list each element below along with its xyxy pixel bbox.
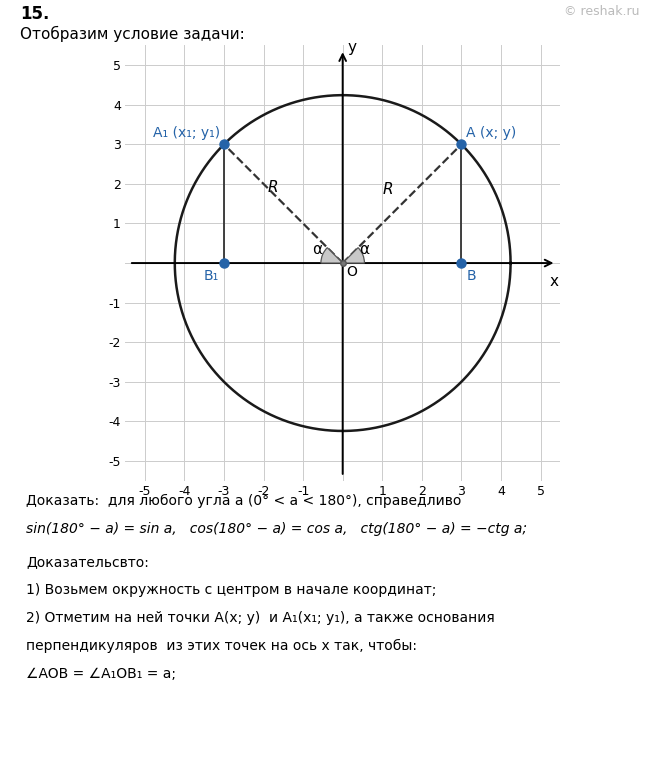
- Text: Доказать:  для любого угла a (0° < a < 180°), справедливо: Доказать: для любого угла a (0° < a < 18…: [26, 494, 462, 508]
- Text: R: R: [268, 180, 278, 195]
- Wedge shape: [321, 248, 343, 263]
- Text: Доказательсвто:: Доказательсвто:: [26, 555, 149, 569]
- Text: Отобразим условие задачи:: Отобразим условие задачи:: [20, 26, 244, 42]
- Text: α: α: [312, 242, 322, 257]
- Text: R: R: [382, 182, 393, 197]
- Text: sin(180° − a) = sin a,   cos(180° − a) = cos a,   ctg(180° − a) = −ctg a;: sin(180° − a) = sin a, cos(180° − a) = c…: [26, 522, 527, 535]
- Text: x: x: [550, 274, 559, 289]
- Text: B: B: [466, 269, 476, 283]
- Wedge shape: [343, 248, 364, 263]
- Text: O: O: [347, 265, 358, 279]
- Text: 15.: 15.: [20, 5, 49, 23]
- Text: 1) Возьмем окружность с центром в начале координат;: 1) Возьмем окружность с центром в начале…: [26, 583, 437, 597]
- Text: α: α: [359, 242, 370, 257]
- Text: A (x; y): A (x; y): [466, 126, 517, 140]
- Text: y: y: [347, 40, 357, 55]
- Text: B₁: B₁: [204, 269, 219, 283]
- Text: A₁ (x₁; y₁): A₁ (x₁; y₁): [153, 126, 220, 140]
- Text: © reshak.ru: © reshak.ru: [563, 5, 639, 18]
- Text: 2) Отметим на ней точки A(x; y)  и A₁(x₁; y₁), а также основания: 2) Отметим на ней точки A(x; y) и A₁(x₁;…: [26, 611, 495, 625]
- Text: ∠AOB = ∠A₁OB₁ = a;: ∠AOB = ∠A₁OB₁ = a;: [26, 667, 177, 681]
- Text: перпендикуляров  из этих точек на ось x так, чтобы:: перпендикуляров из этих точек на ось x т…: [26, 639, 417, 653]
